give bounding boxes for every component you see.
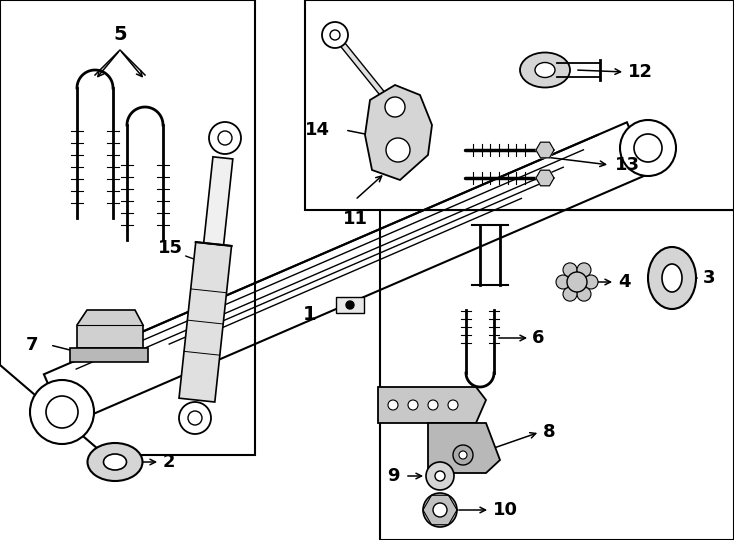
Circle shape — [388, 400, 398, 410]
Polygon shape — [305, 0, 734, 210]
Circle shape — [423, 493, 457, 527]
Circle shape — [448, 400, 458, 410]
Circle shape — [584, 275, 598, 289]
Circle shape — [209, 122, 241, 154]
Circle shape — [556, 275, 570, 289]
Circle shape — [330, 30, 340, 40]
Circle shape — [188, 411, 202, 425]
Text: 9: 9 — [388, 467, 400, 485]
Circle shape — [385, 97, 405, 117]
Text: 14: 14 — [305, 121, 330, 139]
Circle shape — [426, 462, 454, 490]
Text: 4: 4 — [618, 273, 631, 291]
Circle shape — [577, 287, 591, 301]
Text: 7: 7 — [26, 336, 38, 354]
Text: 11: 11 — [343, 210, 368, 228]
Ellipse shape — [87, 443, 142, 481]
Circle shape — [346, 301, 354, 309]
Circle shape — [218, 131, 232, 145]
Circle shape — [577, 263, 591, 277]
Text: 6: 6 — [532, 329, 545, 347]
Circle shape — [435, 471, 445, 481]
Text: 12: 12 — [628, 63, 653, 81]
Polygon shape — [378, 387, 486, 423]
Bar — [336, 297, 364, 313]
Circle shape — [563, 263, 577, 277]
Circle shape — [567, 272, 587, 292]
Polygon shape — [0, 0, 255, 455]
Circle shape — [433, 503, 447, 517]
Polygon shape — [428, 423, 500, 473]
Circle shape — [179, 402, 211, 434]
Ellipse shape — [520, 52, 570, 87]
Text: 13: 13 — [615, 156, 640, 174]
Text: 8: 8 — [543, 423, 556, 441]
Ellipse shape — [535, 63, 555, 78]
Circle shape — [453, 445, 473, 465]
Text: 15: 15 — [158, 239, 183, 257]
Circle shape — [538, 171, 552, 185]
Circle shape — [563, 287, 577, 301]
Circle shape — [538, 143, 552, 157]
Ellipse shape — [662, 264, 682, 292]
Polygon shape — [77, 310, 143, 348]
Circle shape — [322, 22, 348, 48]
Bar — [70, 348, 148, 362]
Polygon shape — [536, 170, 554, 186]
Polygon shape — [179, 242, 231, 402]
Circle shape — [620, 120, 676, 176]
Ellipse shape — [648, 247, 696, 309]
Text: 5: 5 — [113, 25, 127, 44]
Text: 2: 2 — [163, 453, 175, 471]
Circle shape — [408, 400, 418, 410]
Polygon shape — [536, 142, 554, 158]
Circle shape — [30, 380, 94, 444]
Circle shape — [386, 138, 410, 162]
Circle shape — [46, 396, 78, 428]
Ellipse shape — [103, 454, 126, 470]
Circle shape — [634, 134, 662, 162]
Text: 3: 3 — [703, 269, 716, 287]
Polygon shape — [204, 157, 233, 245]
Circle shape — [459, 451, 467, 459]
Polygon shape — [380, 210, 734, 540]
Text: 1: 1 — [303, 306, 317, 325]
Polygon shape — [365, 85, 432, 180]
Circle shape — [428, 400, 438, 410]
Text: 10: 10 — [493, 501, 518, 519]
